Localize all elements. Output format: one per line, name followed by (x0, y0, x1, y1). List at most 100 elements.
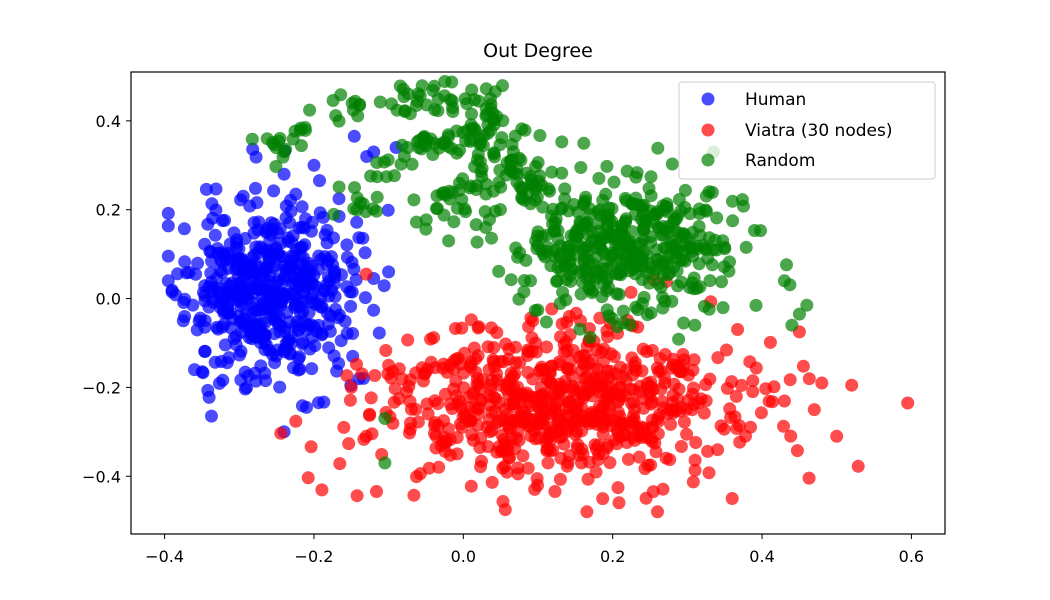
point-human (347, 129, 361, 143)
point-random (479, 221, 493, 234)
point-human (217, 247, 231, 261)
point-random (715, 275, 728, 289)
point-viatra (499, 337, 513, 351)
point-random (576, 243, 590, 257)
point-random (493, 163, 507, 177)
point-viatra (689, 436, 703, 449)
point-viatra (731, 323, 745, 336)
point-viatra (654, 364, 668, 378)
point-human (358, 246, 372, 260)
point-viatra (359, 267, 373, 281)
point-random (583, 330, 597, 344)
point-random (326, 94, 340, 107)
point-viatra (596, 492, 610, 506)
point-random (432, 141, 446, 155)
point-human (320, 223, 334, 237)
point-human (216, 214, 229, 228)
point-human (350, 215, 364, 229)
point-viatra (763, 335, 777, 349)
point-human (305, 362, 319, 376)
point-human (340, 250, 354, 264)
point-viatra (388, 382, 402, 396)
point-human (332, 192, 346, 206)
point-random (583, 208, 597, 222)
point-random (555, 166, 569, 180)
point-viatra (364, 391, 378, 405)
point-random (672, 226, 686, 240)
point-random (405, 157, 419, 171)
point-viatra (711, 443, 725, 457)
point-viatra (359, 429, 373, 443)
point-human (328, 267, 341, 280)
point-viatra (458, 346, 471, 360)
point-random (558, 182, 572, 196)
point-random (505, 138, 519, 151)
point-human (344, 299, 358, 313)
point-random (504, 273, 518, 287)
point-viatra (289, 414, 303, 428)
point-random (716, 301, 730, 315)
point-random (332, 180, 346, 194)
point-viatra (481, 440, 495, 454)
point-viatra (680, 427, 694, 441)
point-human (293, 362, 307, 376)
point-random (518, 123, 532, 137)
point-viatra (730, 422, 744, 435)
point-viatra (612, 496, 626, 510)
point-random (600, 273, 614, 287)
point-viatra (418, 366, 432, 380)
point-human (307, 158, 321, 172)
point-viatra (777, 394, 791, 408)
point-viatra (487, 355, 501, 369)
point-random (348, 181, 361, 195)
point-random (637, 198, 651, 212)
point-random (642, 181, 656, 195)
point-random (692, 257, 706, 271)
point-random (726, 214, 740, 228)
point-human (381, 203, 395, 217)
point-human (313, 174, 326, 188)
point-random (492, 264, 506, 278)
point-viatra (622, 452, 635, 466)
point-random (660, 197, 674, 211)
point-random (512, 151, 526, 165)
point-human (291, 324, 305, 338)
point-viatra (688, 453, 702, 467)
point-viatra (603, 399, 616, 413)
legend-marker-random (701, 153, 715, 167)
point-human (161, 206, 175, 220)
point-random (546, 202, 560, 216)
point-human (301, 319, 315, 332)
point-random (780, 258, 793, 272)
point-random (485, 231, 498, 245)
point-human (262, 288, 276, 302)
point-human (206, 292, 220, 306)
point-viatra (754, 406, 768, 420)
point-viatra (673, 404, 687, 418)
point-human (314, 252, 328, 266)
point-random (479, 82, 493, 96)
point-viatra (342, 437, 356, 451)
point-viatra (432, 460, 446, 474)
point-viatra (509, 340, 522, 354)
point-random (528, 304, 542, 317)
point-random (631, 255, 645, 269)
point-human (208, 228, 222, 242)
point-human (180, 266, 194, 280)
point-human (249, 267, 263, 281)
point-viatra (626, 395, 640, 409)
point-random (476, 139, 490, 152)
point-viatra (830, 429, 844, 443)
point-random (458, 202, 472, 216)
point-random (530, 190, 544, 204)
point-viatra (525, 331, 539, 345)
point-random (579, 190, 593, 204)
point-viatra (504, 422, 517, 436)
point-random (370, 170, 384, 184)
point-viatra (569, 306, 583, 320)
point-human (281, 231, 295, 245)
point-human (315, 327, 329, 341)
point-random (656, 290, 670, 304)
point-viatra (552, 412, 565, 426)
point-viatra (667, 377, 681, 391)
